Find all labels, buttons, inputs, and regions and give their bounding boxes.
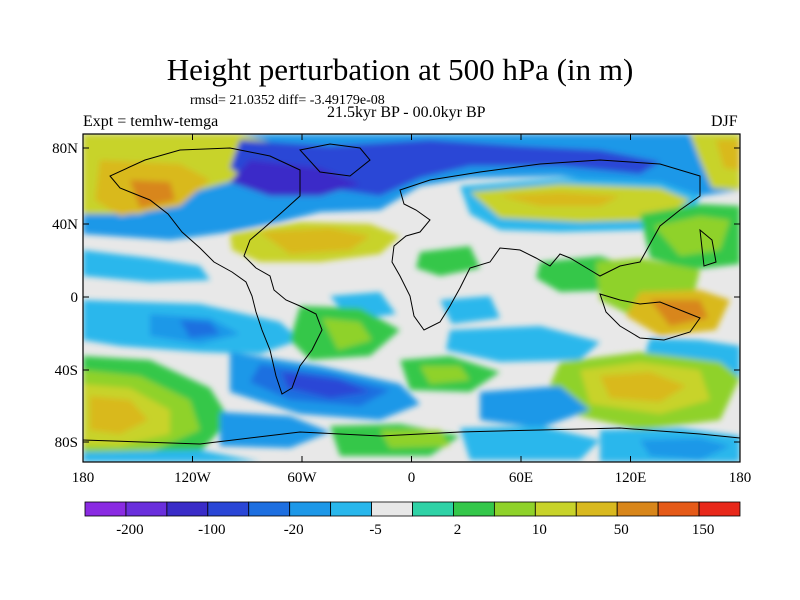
- height-field: [83, 134, 740, 462]
- lon-tick-label: 180: [72, 470, 95, 486]
- colorbar-swatch: [534, 501, 577, 517]
- colorbar-label: -200: [116, 522, 144, 538]
- colorbar-label: 150: [692, 522, 715, 538]
- lon-tick-label: 60E: [509, 470, 533, 486]
- lat-tick-label: 40N: [52, 217, 78, 233]
- colorbar-swatch: [248, 501, 291, 517]
- longitude-labels: 180 120W 60W 0 60E 120E 180: [72, 470, 752, 486]
- colorbar-label: -100: [198, 522, 226, 538]
- colorbar-swatch: [493, 501, 536, 517]
- colorbar-swatch: [289, 501, 332, 517]
- lon-tick-label: 120W: [174, 470, 212, 486]
- latitude-labels: 80N 40N 0 40S 80S: [52, 141, 78, 451]
- colorbar-swatch: [657, 501, 700, 517]
- colorbar-swatch: [371, 501, 413, 517]
- colorbar-swatch: [330, 501, 372, 517]
- axis-ticks: [82, 134, 741, 462]
- colorbar-swatch: [207, 501, 250, 517]
- colorbar-swatch: [616, 501, 659, 517]
- lon-tick-label: 0: [408, 470, 416, 486]
- colorbar: -200 -100 -20 -5 2 10 50 150: [84, 501, 741, 538]
- colorbar-label: -5: [369, 522, 382, 538]
- colorbar-label: 10: [532, 522, 547, 538]
- plot-title: Height perturbation at 500 hPa (in m): [166, 52, 634, 87]
- lon-tick-label: 60W: [287, 470, 317, 486]
- lon-tick-label: 180: [729, 470, 752, 486]
- colorbar-swatch: [125, 501, 168, 517]
- lat-tick-label: 0: [71, 290, 79, 306]
- experiment-label: Expt = temhw-temga: [83, 113, 219, 130]
- colorbar-label: -20: [284, 522, 304, 538]
- stats-text: rmsd= 21.0352 diff= -3.49179e-08: [190, 93, 385, 108]
- lat-tick-label: 40S: [55, 363, 78, 379]
- colorbar-swatch: [166, 501, 209, 517]
- colorbar-swatch: [575, 501, 618, 517]
- colorbar-swatch: [698, 501, 741, 517]
- lat-tick-label: 80N: [52, 141, 78, 157]
- lon-tick-label: 120E: [615, 470, 647, 486]
- colorbar-swatch: [412, 501, 454, 517]
- lat-tick-label: 80S: [55, 435, 78, 451]
- colorbar-label: 50: [614, 522, 629, 538]
- colorbar-label: 2: [454, 522, 462, 538]
- colorbar-swatch: [84, 501, 127, 517]
- colorbar-swatch: [453, 501, 495, 517]
- season-label: DJF: [711, 113, 738, 130]
- coastlines: [83, 143, 740, 445]
- period-label: 21.5kyr BP - 00.0kyr BP: [327, 104, 486, 121]
